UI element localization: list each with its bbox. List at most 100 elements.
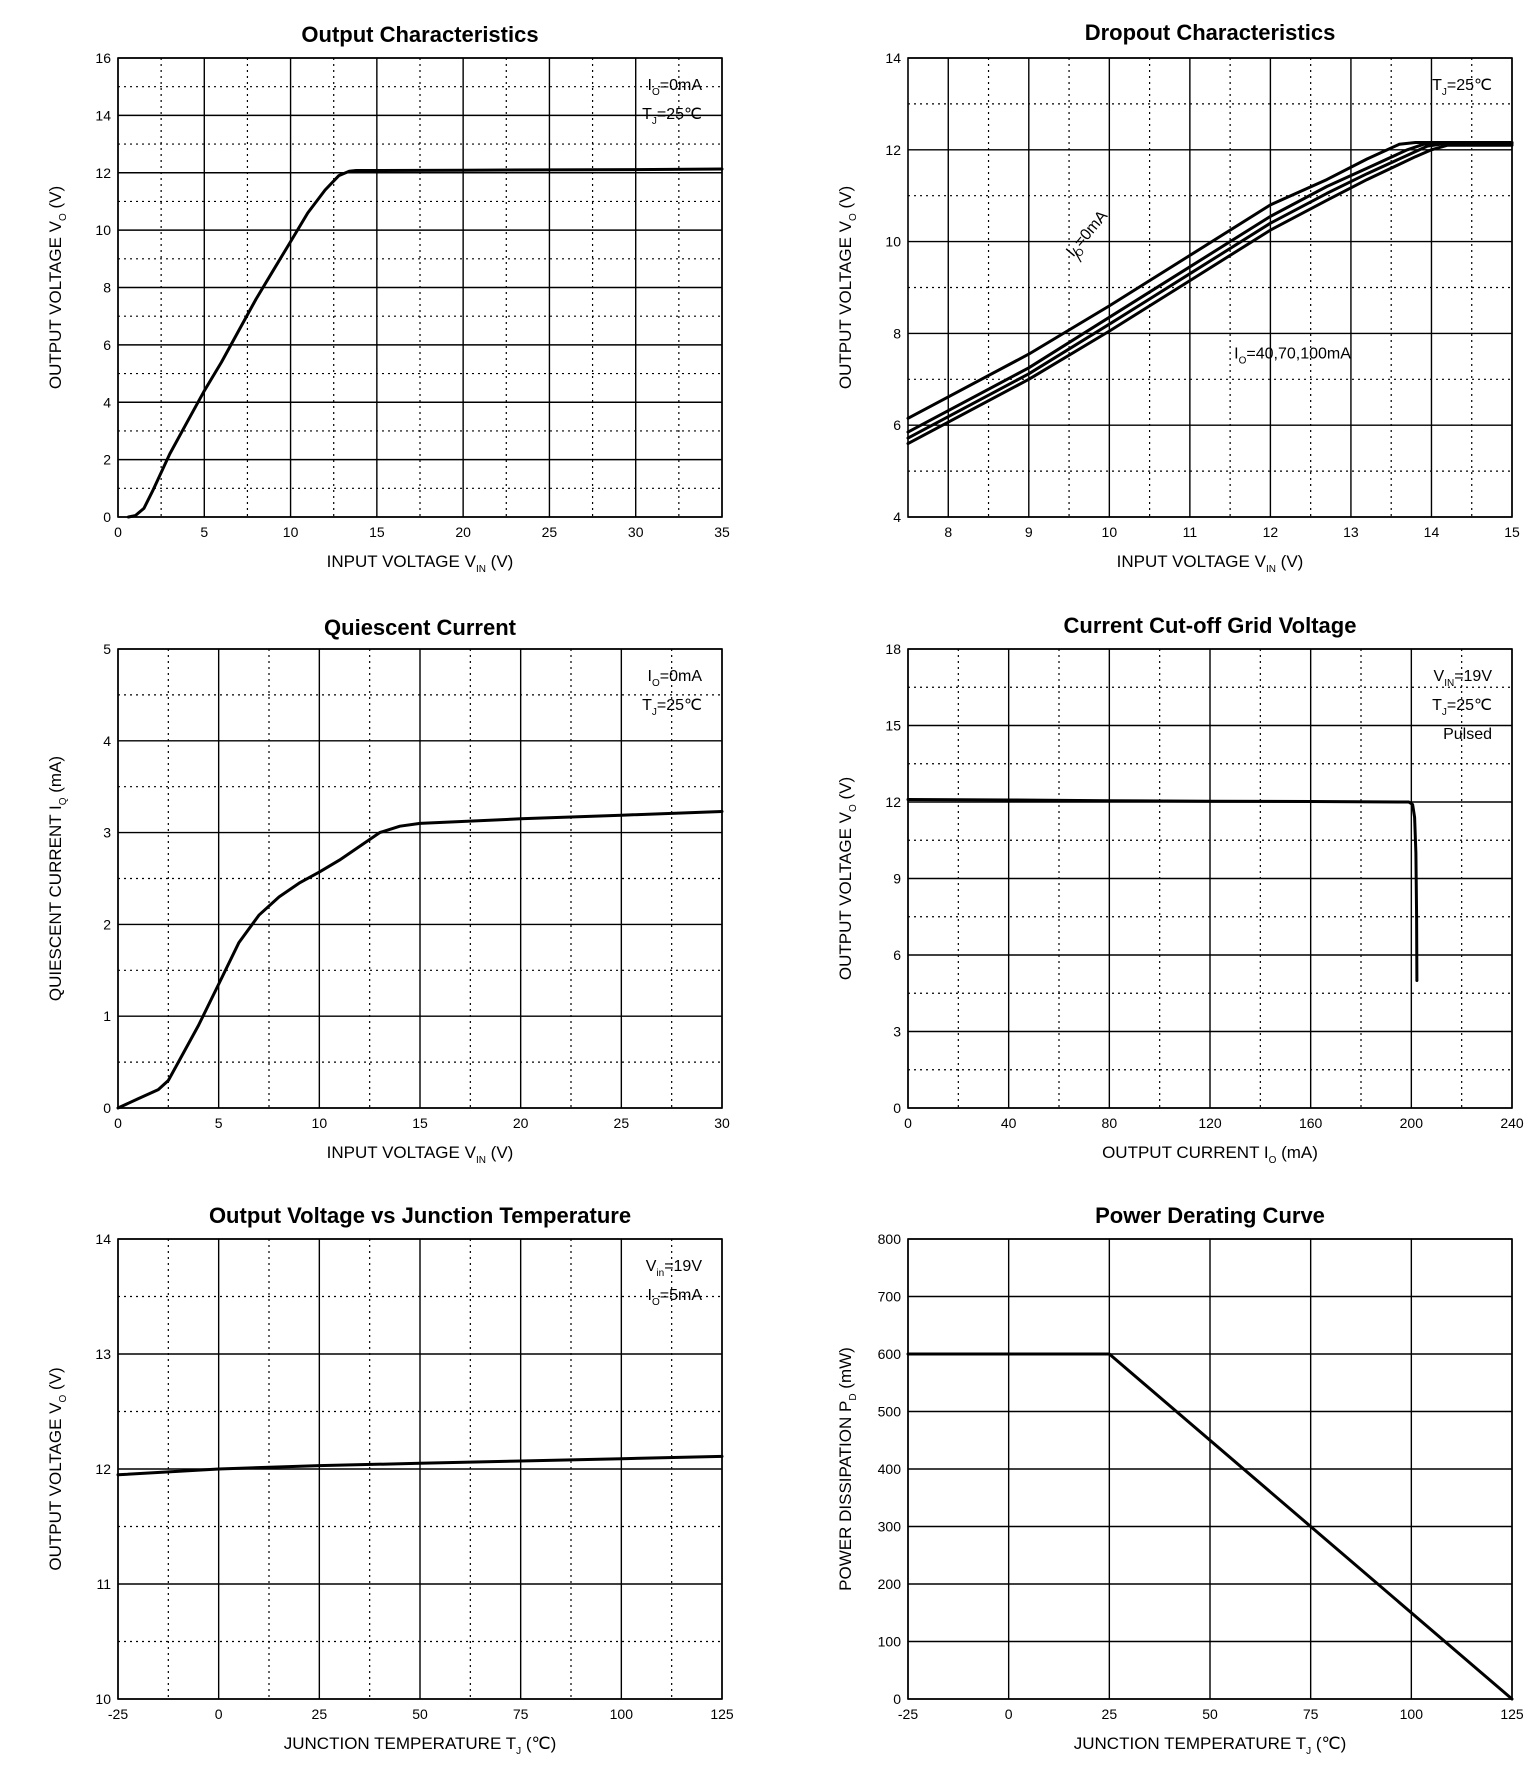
- series-line: [906, 141, 1514, 420]
- x-tick-label: -25: [898, 1706, 918, 1722]
- y-axis-label: POWER DISSIPATION PD (mW): [836, 1347, 859, 1591]
- series-line: [906, 141, 1514, 434]
- curve-label-arrow: [1072, 247, 1082, 263]
- y-tick-label: 600: [878, 1346, 902, 1362]
- x-tick-label: 14: [1424, 524, 1440, 540]
- chart-title: Current Cut-off Grid Voltage: [1064, 613, 1357, 638]
- y-tick-label: 9: [893, 871, 901, 887]
- y-tick-label: 0: [103, 509, 111, 525]
- condition-annotation: VIN=19V: [1434, 668, 1493, 689]
- y-tick-label: 2: [103, 452, 111, 468]
- x-tick-label: 0: [114, 1115, 122, 1131]
- chart-title: Power Derating Curve: [1095, 1203, 1325, 1228]
- x-tick-label: 25: [614, 1115, 630, 1131]
- x-tick-label: 80: [1102, 1115, 1118, 1131]
- y-tick-label: 15: [885, 718, 901, 734]
- x-tick-label: 0: [904, 1115, 912, 1131]
- series-line: [906, 798, 1419, 982]
- y-tick-label: 14: [95, 107, 111, 123]
- x-tick-label: 50: [412, 1706, 428, 1722]
- x-tick-label: 15: [412, 1115, 428, 1131]
- y-tick-label: 800: [878, 1231, 902, 1247]
- x-tick-label: 25: [312, 1706, 328, 1722]
- x-tick-label: 125: [1500, 1706, 1524, 1722]
- chart-title: Quiescent Current: [324, 615, 517, 640]
- x-tick-label: 40: [1001, 1115, 1017, 1131]
- x-tick-label: 10: [312, 1115, 328, 1131]
- x-tick-label: 15: [369, 524, 385, 540]
- x-tick-label: 13: [1343, 524, 1359, 540]
- condition-annotation: IO=0mA: [648, 77, 703, 98]
- x-axis-label: JUNCTION TEMPERATURE TJ (℃): [284, 1734, 557, 1757]
- y-tick-label: 0: [893, 1691, 901, 1707]
- x-tick-label: 20: [455, 524, 471, 540]
- y-tick-label: 4: [103, 394, 111, 410]
- y-axis-label: QUIESCENT CURRENT IQ (mA): [46, 756, 69, 1001]
- y-tick-label: 6: [893, 947, 901, 963]
- x-tick-label: 30: [714, 1115, 730, 1131]
- condition-annotation: Vin=19V: [646, 1258, 703, 1279]
- y-tick-label: 18: [885, 641, 901, 657]
- x-tick-label: 75: [513, 1706, 529, 1722]
- y-axis-label: OUTPUT VOLTAGE VO (V): [836, 777, 859, 980]
- x-tick-label: 5: [215, 1115, 223, 1131]
- x-tick-label: 25: [542, 524, 558, 540]
- y-tick-label: 1: [103, 1008, 111, 1024]
- x-tick-label: 15: [1504, 524, 1520, 540]
- y-tick-label: 200: [878, 1576, 902, 1592]
- chart-3: Quiescent Current 0 5 10 15 20 25 30 0 1 2 3 4 5 INPUT…: [46, 615, 730, 1166]
- x-tick-label: 125: [710, 1706, 734, 1722]
- x-tick-label: 11: [1183, 524, 1198, 540]
- x-tick-label: 0: [114, 524, 122, 540]
- y-tick-label: 700: [878, 1289, 902, 1305]
- y-tick-label: 0: [103, 1100, 111, 1116]
- x-tick-label: 200: [1400, 1115, 1424, 1131]
- chart-6: Power Derating Curve-25 0 25 50 75 100 1250100…: [836, 1203, 1524, 1757]
- y-tick-label: 4: [893, 509, 901, 525]
- condition-annotation: IO=0mA: [648, 668, 703, 689]
- y-axis-label: OUTPUT VOLTAGE VO (V): [46, 186, 69, 389]
- x-tick-label: -25: [108, 1706, 128, 1722]
- x-tick-label: 0: [215, 1706, 223, 1722]
- y-tick-label: 14: [95, 1231, 111, 1247]
- y-tick-label: 500: [878, 1404, 902, 1420]
- chart-5: Output Voltage vs Junction Temperature -2…: [46, 1203, 734, 1757]
- curve-label: IO=0mA: [1063, 207, 1114, 262]
- condition-annotation: TJ=25℃: [642, 106, 702, 127]
- y-axis-label: OUTPUT VOLTAGE VO (V): [836, 186, 859, 389]
- series-line: [906, 143, 1514, 446]
- y-tick-label: 10: [95, 1691, 111, 1707]
- series-line: [116, 810, 724, 1110]
- y-tick-label: 2: [103, 916, 111, 932]
- y-tick-label: 5: [103, 641, 111, 657]
- chart-2: Dropout Characteristics 8 9 10 11 12 13 14 15 4 6 8…: [836, 20, 1520, 575]
- y-tick-label: 6: [893, 417, 901, 433]
- y-tick-label: 300: [878, 1519, 902, 1535]
- x-tick-label: 25: [1102, 1706, 1118, 1722]
- chart-title: Dropout Characteristics: [1085, 20, 1336, 45]
- plot-frame: [117, 648, 723, 1109]
- x-tick-label: 120: [1198, 1115, 1222, 1131]
- y-tick-label: 3: [893, 1024, 901, 1040]
- y-tick-label: 6: [103, 337, 111, 353]
- y-tick-label: 100: [878, 1634, 902, 1650]
- plot-frame: [117, 57, 723, 518]
- x-tick-label: 8: [944, 524, 952, 540]
- y-tick-label: 10: [95, 222, 111, 238]
- x-tick-label: 9: [1025, 524, 1033, 540]
- series-line: [116, 1454, 724, 1477]
- y-tick-label: 12: [95, 1461, 111, 1477]
- plot-frame: [907, 1238, 1513, 1700]
- x-tick-label: 240: [1500, 1115, 1524, 1131]
- plot-frame: [117, 1238, 723, 1700]
- plot-frame: [907, 57, 1513, 518]
- x-tick-label: 35: [714, 524, 730, 540]
- condition-annotation: TJ=25℃: [642, 697, 702, 718]
- x-tick-label: 10: [1102, 524, 1118, 540]
- y-tick-label: 16: [95, 50, 111, 66]
- x-tick-label: 10: [283, 524, 299, 540]
- x-axis-label: INPUT VOLTAGE VIN (V): [327, 552, 514, 575]
- chart-title: Output Voltage vs Junction Temperature: [209, 1203, 631, 1228]
